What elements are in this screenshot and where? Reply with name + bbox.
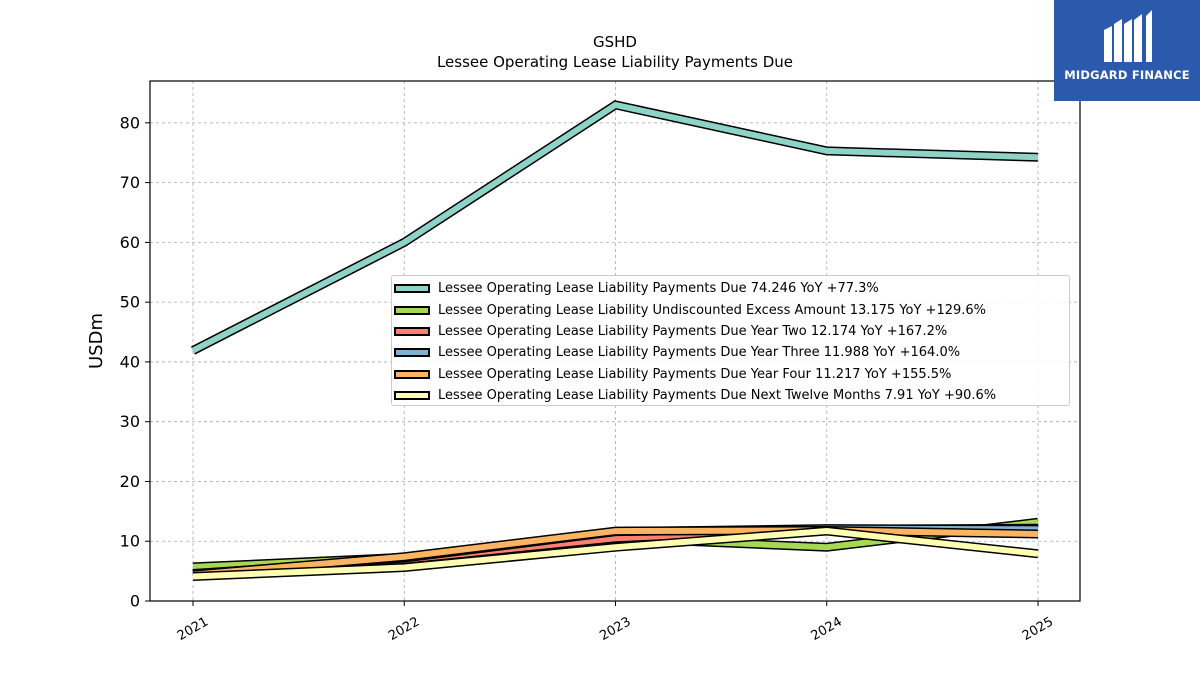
chart-title: GSHD [593,33,637,51]
legend-item: Lessee Operating Lease Liability Payment… [392,342,1069,363]
logo-text: MIDGARD FINANCE [1064,68,1190,82]
logo-mark-icon [1104,10,1152,62]
legend-swatch [394,305,430,315]
x-tick-label: 2023 [597,614,633,644]
legend-swatch [394,326,430,336]
series-line [191,101,1039,354]
legend: Lessee Operating Lease Liability Payment… [391,275,1070,406]
logo: MIDGARD FINANCE [1054,0,1200,101]
x-tick-label: 2021 [175,614,211,644]
y-axis: 0 10 20 30 40 50 60 70 80 [120,113,150,611]
legend-label: Lessee Operating Lease Liability Payment… [438,345,961,361]
y-tick-label: 20 [120,472,140,491]
legend-label: Lessee Operating Lease Liability Payment… [438,366,952,382]
y-tick-label: 40 [120,352,140,371]
legend-label: Lessee Operating Lease Liability Payment… [438,388,997,404]
legend-label: Lessee Operating Lease Liability Payment… [438,281,879,297]
legend-item: Lessee Operating Lease Liability Payment… [392,385,1069,406]
legend-label: Lessee Operating Lease Liability Payment… [438,323,948,339]
legend-swatch [394,284,430,294]
y-tick-label: 80 [120,113,140,132]
legend-swatch [394,348,430,358]
legend-item: Lessee Operating Lease Liability Payment… [392,321,1069,342]
x-tick-label: 2022 [386,614,422,644]
y-tick-label: 30 [120,412,140,431]
y-tick-label: 10 [120,532,140,551]
y-tick-label: 50 [120,293,140,312]
series-line [192,528,1039,580]
x-tick-label: 2025 [1020,614,1056,644]
legend-swatch [394,369,430,379]
legend-label: Lessee Operating Lease Liability Undisco… [438,302,987,318]
x-axis: 2021 2022 2023 2024 2025 [175,601,1056,644]
legend-swatch [394,391,430,401]
series-group [190,100,1039,581]
y-tick-label: 60 [120,233,140,252]
chart-subtitle: Lessee Operating Lease Liability Payment… [437,53,793,71]
series-line [192,527,1039,578]
legend-item: Lessee Operating Lease Liability Payment… [392,364,1069,385]
legend-item: Lessee Operating Lease Liability Payment… [392,278,1069,299]
y-tick-label: 70 [120,173,140,192]
x-tick-label: 2024 [809,614,845,644]
y-axis-label: USDm [86,313,107,369]
legend-item: Lessee Operating Lease Liability Undisco… [392,299,1069,320]
y-tick-label: 0 [130,592,140,611]
